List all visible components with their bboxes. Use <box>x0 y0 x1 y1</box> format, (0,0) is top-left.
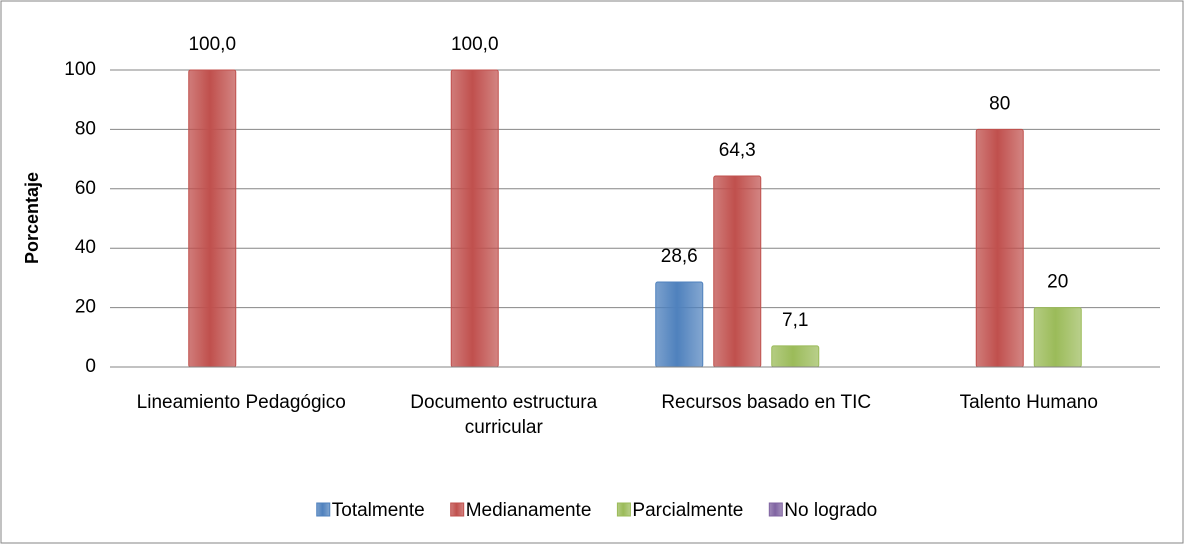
legend-label: Medianamente <box>466 500 592 521</box>
data-label: 20 <box>1047 272 1068 293</box>
data-label: 100,0 <box>451 34 499 55</box>
y-tick-label: 60 <box>75 178 96 199</box>
bar <box>655 281 704 368</box>
legend-swatch <box>768 502 783 517</box>
y-axis-title: Porcentaje <box>22 172 42 264</box>
y-tick-label: 20 <box>75 297 96 318</box>
legend-label: Parcialmente <box>632 500 743 521</box>
x-tick-label: Documento estructura curricular <box>410 392 597 438</box>
y-tick-label: 80 <box>75 118 96 139</box>
data-label: 100,0 <box>188 34 236 55</box>
bar <box>188 69 237 368</box>
y-tick-label: 40 <box>75 237 96 258</box>
data-label: 80 <box>989 93 1010 114</box>
legend-swatch <box>450 502 465 517</box>
bar <box>450 69 499 368</box>
data-label: 64,3 <box>719 140 756 161</box>
legend-swatch <box>616 502 631 517</box>
bar <box>771 345 820 368</box>
bar <box>975 128 1024 368</box>
data-label: 28,6 <box>661 246 698 267</box>
x-tick-label: Lineamiento Pedagógico <box>137 392 346 413</box>
y-tick-label: 0 <box>85 356 96 377</box>
bar <box>713 175 762 368</box>
legend: Totalmente Medianamente Parcialmente No log… <box>316 500 877 521</box>
bar <box>1033 307 1082 368</box>
x-tick-label: Recursos basado en TIC <box>661 392 871 413</box>
y-tick-label: 100 <box>64 59 96 80</box>
legend-label: Totalmente <box>332 500 425 521</box>
x-tick-label: Talento Humano <box>960 392 1098 413</box>
legend-swatch <box>316 502 331 517</box>
legend-label: No logrado <box>784 500 877 521</box>
data-label: 7,1 <box>782 310 808 331</box>
